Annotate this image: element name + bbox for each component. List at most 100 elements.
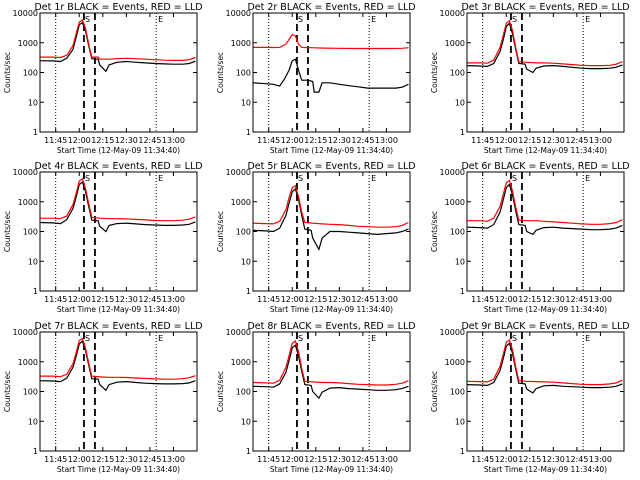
x-tick-label: 12:15	[518, 136, 541, 145]
top-marker-label: S	[85, 334, 90, 343]
x-tick-label: 11:45	[471, 136, 494, 145]
y-tick-label: 10	[455, 98, 465, 107]
y-tick-label: 1	[460, 447, 465, 456]
x-tick-label: 12:15	[304, 136, 327, 145]
detector-panel: Det 4r BLACK = Events, RED = LLD S E 1 10 100…	[3, 161, 203, 314]
x-tick-label: 11:45	[471, 455, 494, 464]
plot-frame	[466, 171, 625, 292]
x-tick-label: 11:45	[257, 455, 280, 464]
top-marker-label: E	[158, 15, 163, 24]
panel-title: Det 7r BLACK = Events, RED = LLD	[34, 321, 202, 332]
lld-series-line	[466, 339, 623, 386]
y-tick-label: 100	[236, 228, 251, 237]
x-tick-label: 12:30	[328, 136, 351, 145]
panel-title: Det 5r BLACK = Events, RED = LLD	[247, 161, 415, 172]
y-tick-label: 10000	[13, 168, 38, 177]
x-tick-label: 11:45	[44, 295, 67, 304]
y-tick-label: 10	[28, 98, 38, 107]
x-axis-label: Start Time (12-May-09 11:34:40)	[57, 465, 180, 474]
events-series-line	[39, 21, 196, 73]
y-tick-label: 1	[246, 287, 251, 296]
top-marker-label: S	[298, 174, 303, 183]
x-tick-label: 11:45	[257, 295, 280, 304]
y-axis-label: Counts/sec	[430, 371, 439, 412]
detector-panel: Det 2r BLACK = Events, RED = LLD S E 1 10 100…	[216, 2, 416, 155]
y-tick-label: 1	[246, 447, 251, 456]
plot-frame	[39, 331, 198, 452]
y-axis-label: Counts/sec	[430, 52, 439, 93]
y-tick-label: 100	[236, 69, 251, 78]
x-tick-label: 13:00	[375, 455, 398, 464]
top-marker-label: S	[298, 15, 303, 24]
y-tick-label: 1	[33, 287, 38, 296]
x-tick-label: 12:30	[542, 455, 565, 464]
y-tick-label: 100	[236, 388, 251, 397]
plot-frame	[466, 331, 625, 452]
panel-title: Det 3r BLACK = Events, RED = LLD	[461, 2, 629, 13]
x-axis-label: Start Time (12-May-09 11:34:40)	[270, 305, 393, 314]
x-tick-label: 11:45	[44, 136, 67, 145]
x-tick-label: 12:45	[138, 136, 161, 145]
x-tick-label: 13:00	[162, 295, 185, 304]
detector-panel: Det 9r BLACK = Events, RED = LLD S E 1 10 100…	[430, 321, 630, 474]
top-marker-label: E	[371, 15, 376, 24]
panel-title: Det 4r BLACK = Events, RED = LLD	[34, 161, 202, 172]
x-tick-label: 12:30	[115, 136, 138, 145]
detector-panel: Det 1r BLACK = Events, RED = LLD S E 1 10 100…	[3, 2, 203, 155]
y-tick-label: 1	[33, 447, 38, 456]
y-tick-label: 10000	[226, 168, 251, 177]
x-tick-label: 12:00	[68, 295, 91, 304]
top-marker-label: E	[585, 174, 590, 183]
events-series-line	[252, 344, 409, 400]
plot-frame	[252, 12, 411, 133]
x-tick-label: 13:00	[589, 455, 612, 464]
y-tick-label: 10	[455, 257, 465, 266]
top-marker-label: S	[512, 15, 517, 24]
y-axis-label: Counts/sec	[216, 52, 225, 93]
top-marker-label: S	[512, 334, 517, 343]
x-tick-label: 13:00	[162, 455, 185, 464]
lld-series-line	[40, 337, 196, 380]
x-tick-label: 12:00	[281, 455, 304, 464]
x-tick-label: 12:15	[518, 455, 541, 464]
x-tick-label: 13:00	[589, 295, 612, 304]
top-marker-label: E	[585, 15, 590, 24]
y-tick-label: 10000	[440, 9, 465, 18]
y-tick-label: 1	[460, 128, 465, 137]
plot-frame	[252, 171, 411, 292]
y-tick-label: 10	[241, 417, 251, 426]
lld-series-line	[253, 33, 409, 50]
top-marker-label: E	[158, 174, 163, 183]
lld-series-line	[467, 179, 623, 225]
events-series-line	[252, 187, 409, 251]
plot-frame	[39, 171, 198, 292]
x-tick-label: 13:00	[162, 136, 185, 145]
y-tick-label: 1	[33, 128, 38, 137]
top-marker-label: S	[512, 174, 517, 183]
y-axis-label: Counts/sec	[216, 371, 225, 412]
x-tick-label: 12:30	[542, 295, 565, 304]
x-tick-label: 12:30	[328, 455, 351, 464]
y-tick-label: 10000	[226, 328, 251, 337]
x-tick-label: 12:45	[565, 455, 588, 464]
x-axis-label: Start Time (12-May-09 11:34:40)	[270, 146, 393, 155]
y-tick-label: 10	[241, 98, 251, 107]
y-tick-label: 10000	[226, 9, 251, 18]
events-series-line	[466, 183, 623, 236]
top-marker-label: E	[158, 334, 163, 343]
x-tick-label: 13:00	[375, 136, 398, 145]
y-tick-label: 1000	[231, 39, 251, 48]
detector-panel: Det 7r BLACK = Events, RED = LLD S E 1 10 100…	[3, 321, 203, 474]
x-tick-label: 12:45	[351, 136, 374, 145]
x-tick-label: 12:00	[281, 136, 304, 145]
x-tick-label: 12:00	[68, 455, 91, 464]
lld-series-line	[252, 185, 409, 228]
y-tick-label: 100	[450, 388, 465, 397]
x-axis-label: Start Time (12-May-09 11:34:40)	[57, 146, 180, 155]
y-tick-label: 100	[23, 228, 38, 237]
y-axis-label: Counts/sec	[216, 211, 225, 252]
x-axis-label: Start Time (12-May-09 11:34:40)	[270, 465, 393, 474]
x-tick-label: 12:15	[91, 295, 114, 304]
y-tick-label: 10	[28, 257, 38, 266]
